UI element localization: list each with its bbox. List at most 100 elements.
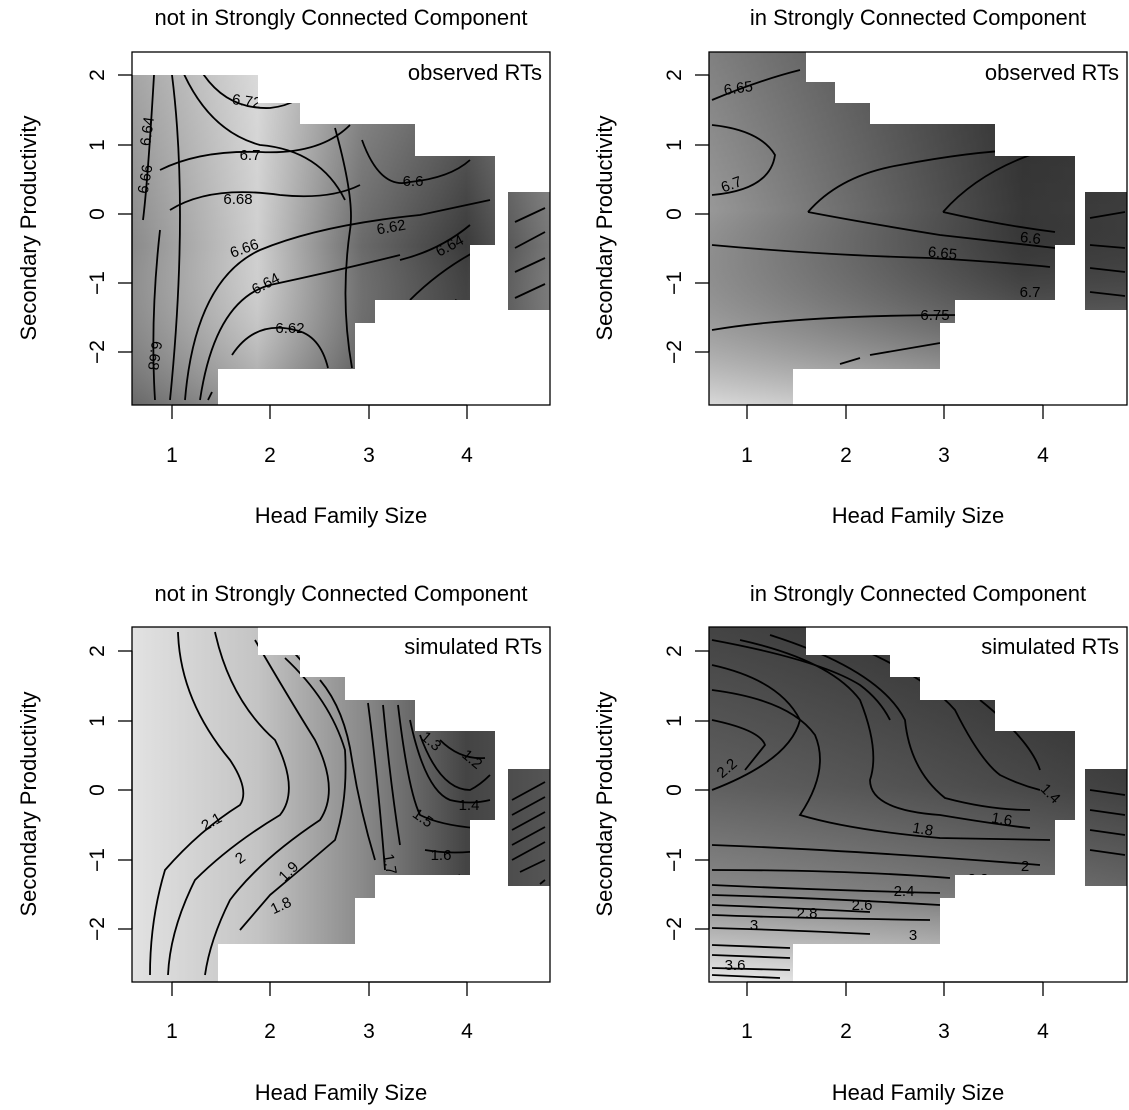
panel-annotation: simulated RTs [404, 634, 542, 659]
contour-label: 3 [750, 917, 758, 934]
panel-title: in Strongly Connected Component [750, 5, 1086, 30]
x-tick-labels: 1 2 3 4 [741, 1020, 1049, 1043]
x-tick-label: 4 [461, 444, 473, 467]
y-tick-label: 1 [86, 139, 109, 151]
contour-lines [711, 69, 1126, 365]
panel-annotation: observed RTs [408, 60, 542, 85]
y-tick-label: 0 [663, 784, 686, 796]
x-axis-label: Head Family Size [255, 503, 427, 528]
panel-observed-scc: in Strongly Connected Component [592, 5, 1128, 528]
y-tick-labels: 2 1 0 −1 −2 [663, 69, 686, 364]
contour-label: 6.68 [223, 191, 252, 208]
heatmap-surface: 2.1 2 1.9 1.8 1.7 1.5 1.6 1.4 1.3 1.2 [132, 627, 550, 982]
contour-lines [142, 75, 546, 401]
contour-label: 6.6 [1019, 229, 1042, 248]
y-tick-label: 1 [86, 715, 109, 727]
contour-label: 2 [1021, 858, 1029, 875]
contour-label: 2.6 [852, 897, 873, 914]
panel-observed-not-scc: not in Strongly Connected Component [16, 5, 551, 528]
contour-label: 2.2 [968, 871, 989, 888]
contour-label: 6.72 [231, 91, 262, 112]
x-tick-label: 2 [840, 444, 852, 467]
x-tick-label: 1 [166, 444, 178, 467]
contour-label: 6.65 [927, 244, 958, 264]
x-axis-label: Head Family Size [255, 1080, 427, 1105]
y-axis-label: Secondary Productivity [592, 692, 617, 917]
y-tick-label: −1 [86, 848, 109, 872]
y-axis [118, 650, 133, 930]
heatmap-surface: 6.65 6.7 6.6 6.65 6.7 6.75 [709, 52, 1127, 405]
x-tick-label: 2 [264, 1020, 276, 1043]
x-tick-label: 4 [461, 1020, 473, 1043]
x-tick-label: 4 [1037, 444, 1049, 467]
contour-label: 3.6 [725, 957, 746, 974]
contour-label: 1.6 [990, 809, 1013, 829]
contour-label: 6.7 [1020, 284, 1041, 301]
contour-label: 6.6 [403, 173, 424, 190]
x-tick-label: 1 [741, 1020, 753, 1043]
contour-label: 1.4 [459, 797, 480, 814]
y-tick-label: −1 [663, 271, 686, 295]
x-axis [746, 981, 1044, 996]
y-axis [695, 650, 710, 930]
y-axis [118, 74, 133, 353]
x-tick-label: 3 [938, 444, 950, 467]
y-tick-label: 0 [663, 208, 686, 220]
panel-simulated-not-scc: not in Strongly Connected Component [16, 581, 551, 1105]
y-tick-label: 1 [663, 715, 686, 727]
contour-label: 6.64 [137, 116, 158, 147]
panel-title: in Strongly Connected Component [750, 581, 1086, 606]
contour-lines [711, 631, 1126, 979]
panel-simulated-scc: in Strongly Connected Component [592, 581, 1128, 1105]
contour-label: 6.65 [723, 78, 754, 99]
x-tick-label: 1 [741, 444, 753, 467]
panel-title: not in Strongly Connected Component [154, 581, 527, 606]
y-tick-label: 1 [663, 139, 686, 151]
contour-label: 6.7 [719, 173, 744, 196]
heatmap-surface: 2.2 1.8 1.6 1.4 2 2.2 2.4 2.6 2.8 3 3 3.… [709, 627, 1127, 982]
x-tick-label: 3 [938, 1020, 950, 1043]
x-tick-label: 3 [363, 1020, 375, 1043]
contour-label: 1.6 [431, 847, 452, 864]
contour-label: 6.68 [144, 340, 165, 371]
y-tick-label: 0 [86, 784, 109, 796]
x-tick-label: 1 [166, 1020, 178, 1043]
x-axis [171, 981, 468, 996]
y-tick-label: −2 [86, 917, 109, 941]
contour-label: 1.8 [911, 819, 934, 839]
y-tick-labels: 2 1 0 −1 −2 [86, 645, 109, 941]
y-tick-label: −2 [663, 917, 686, 941]
x-axis-label: Head Family Size [832, 1080, 1004, 1105]
y-tick-label: 2 [86, 69, 109, 81]
contour-labels: 6.65 6.7 6.6 6.65 6.7 6.75 [719, 78, 1042, 324]
y-tick-label: 2 [86, 645, 109, 657]
panel-annotation: simulated RTs [981, 634, 1119, 659]
contour-lines [149, 631, 546, 976]
y-tick-label: −2 [663, 340, 686, 364]
x-axis-label: Head Family Size [832, 503, 1004, 528]
x-axis [746, 404, 1044, 419]
panel-title: not in Strongly Connected Component [154, 5, 527, 30]
y-tick-label: −1 [86, 271, 109, 295]
y-axis-label: Secondary Productivity [16, 116, 41, 341]
contour-label: 6.7 [240, 147, 261, 164]
contour-label: 2.8 [797, 905, 818, 922]
x-tick-labels: 1 2 3 4 [741, 444, 1049, 467]
x-tick-labels: 1 2 3 4 [166, 444, 473, 467]
y-axis [695, 74, 710, 353]
contour-label: 1.7 [379, 852, 399, 875]
x-axis [171, 404, 468, 419]
x-tick-label: 2 [840, 1020, 852, 1043]
contour-label: 6.75 [920, 307, 949, 324]
x-tick-labels: 1 2 3 4 [166, 1020, 473, 1043]
y-tick-label: 2 [663, 69, 686, 81]
y-tick-label: 2 [663, 645, 686, 657]
contour-label: 3 [909, 927, 917, 944]
x-tick-label: 3 [363, 444, 375, 467]
contour-label: 6.66 [135, 163, 157, 195]
y-tick-label: −1 [663, 848, 686, 872]
contour-label: 2.4 [894, 883, 915, 900]
contour-label: 6.62 [275, 320, 304, 337]
y-tick-labels: 2 1 0 −1 −2 [86, 69, 109, 364]
